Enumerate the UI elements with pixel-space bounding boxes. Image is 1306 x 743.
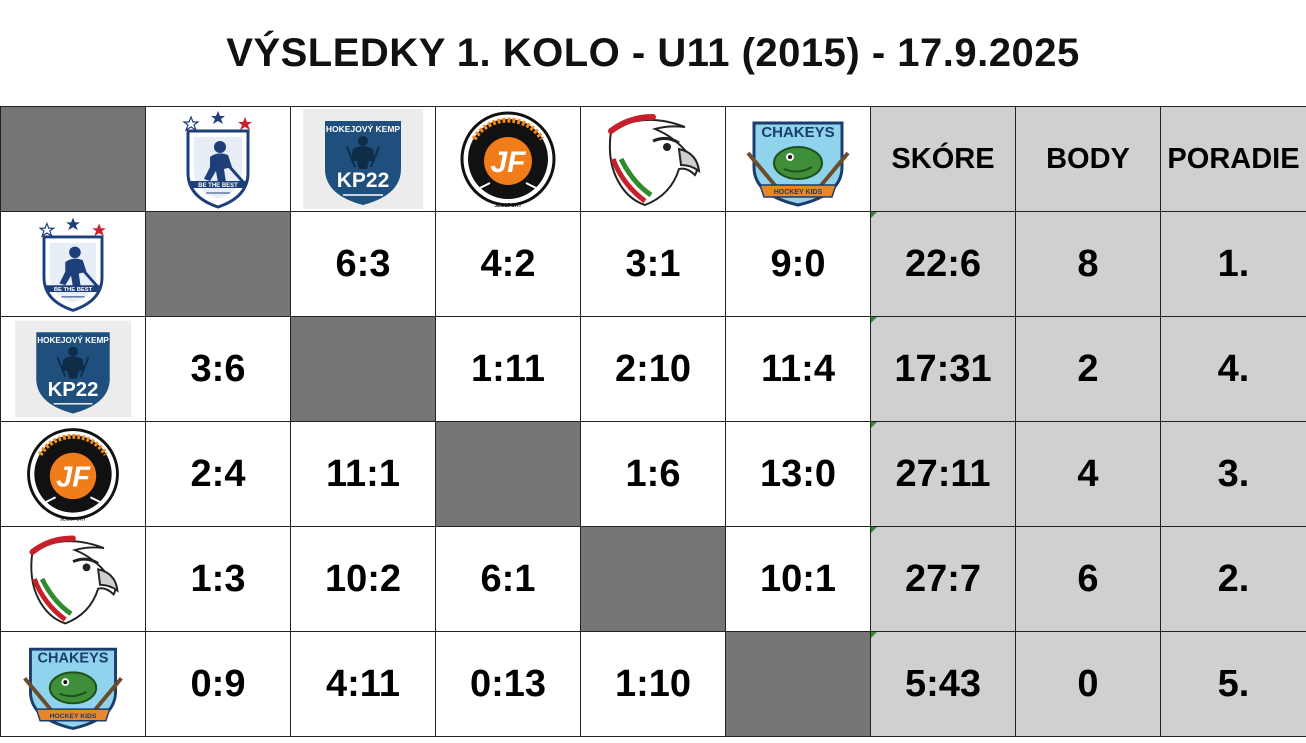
header-score: SKÓRE [870, 106, 1016, 212]
result-cell: 3:1 [580, 211, 726, 317]
result-cell: 13:0 [725, 421, 871, 527]
page-title: VÝSLEDKY 1. KOLO - U11 (2015) - 17.9.202… [226, 30, 1080, 75]
results-table: SKÓRE BODY PORADIE 6:3 4:2 3:1 9:0 22:6 … [0, 106, 1306, 737]
header-team4-logo [580, 106, 726, 212]
points-cell: 0 [1015, 631, 1161, 737]
result-cell: 6:3 [290, 211, 436, 317]
result-cell: 4:11 [290, 631, 436, 737]
chakeys-logo [15, 634, 131, 734]
table-row: 0:9 4:11 0:13 1:10 5:43 0 5. [0, 631, 1306, 737]
result-cell: 6:1 [435, 526, 581, 632]
diagonal-cell [290, 316, 436, 422]
result-cell: 11:1 [290, 421, 436, 527]
points-cell: 6 [1015, 526, 1161, 632]
table-row: 3:6 1:11 2:10 11:4 17:31 2 4. [0, 316, 1306, 422]
result-cell: 4:2 [435, 211, 581, 317]
jf-sportsteam-logo [15, 424, 131, 524]
kp22-logo [303, 109, 423, 209]
row-team1-logo [0, 211, 146, 317]
score-cell: 22:6 [870, 211, 1016, 317]
header-team3-logo [435, 106, 581, 212]
points-cell: 8 [1015, 211, 1161, 317]
result-cell: 10:2 [290, 526, 436, 632]
points-cell: 4 [1015, 421, 1161, 527]
corner-cell [0, 106, 146, 212]
result-cell: 0:9 [145, 631, 291, 737]
result-cell: 1:6 [580, 421, 726, 527]
result-cell: 1:3 [145, 526, 291, 632]
header-points: BODY [1015, 106, 1161, 212]
result-cell: 2:4 [145, 421, 291, 527]
score-cell: 27:11 [870, 421, 1016, 527]
jf-sportsteam-logo [448, 109, 568, 209]
header-team5-logo [725, 106, 871, 212]
diagonal-cell [580, 526, 726, 632]
result-cell: 1:10 [580, 631, 726, 737]
diagonal-cell [145, 211, 291, 317]
score-cell: 27:7 [870, 526, 1016, 632]
kp22-logo [15, 319, 131, 419]
result-cell: 11:4 [725, 316, 871, 422]
rank-cell: 1. [1160, 211, 1306, 317]
table-row: 2:4 11:1 1:6 13:0 27:11 4 3. [0, 421, 1306, 527]
rank-cell: 4. [1160, 316, 1306, 422]
be-the-best-logo [158, 109, 278, 209]
row-team5-logo [0, 631, 146, 737]
table-row: 6:3 4:2 3:1 9:0 22:6 8 1. [0, 211, 1306, 317]
header-team2-logo [290, 106, 436, 212]
rank-cell: 5. [1160, 631, 1306, 737]
eagle-logo [593, 109, 713, 209]
header-team1-logo [145, 106, 291, 212]
be-the-best-logo [15, 214, 131, 314]
header-row: SKÓRE BODY PORADIE [0, 106, 1306, 212]
row-team4-logo [0, 526, 146, 632]
row-team2-logo [0, 316, 146, 422]
result-cell: 3:6 [145, 316, 291, 422]
diagonal-cell [435, 421, 581, 527]
result-cell: 0:13 [435, 631, 581, 737]
header-rank: PORADIE [1160, 106, 1306, 212]
chakeys-logo [738, 109, 858, 209]
row-team3-logo [0, 421, 146, 527]
rank-cell: 2. [1160, 526, 1306, 632]
eagle-logo [15, 529, 131, 629]
result-cell: 10:1 [725, 526, 871, 632]
result-cell: 1:11 [435, 316, 581, 422]
table-row: 1:3 10:2 6:1 10:1 27:7 6 2. [0, 526, 1306, 632]
result-cell: 2:10 [580, 316, 726, 422]
result-cell: 9:0 [725, 211, 871, 317]
diagonal-cell [725, 631, 871, 737]
score-cell: 17:31 [870, 316, 1016, 422]
points-cell: 2 [1015, 316, 1161, 422]
score-cell: 5:43 [870, 631, 1016, 737]
rank-cell: 3. [1160, 421, 1306, 527]
